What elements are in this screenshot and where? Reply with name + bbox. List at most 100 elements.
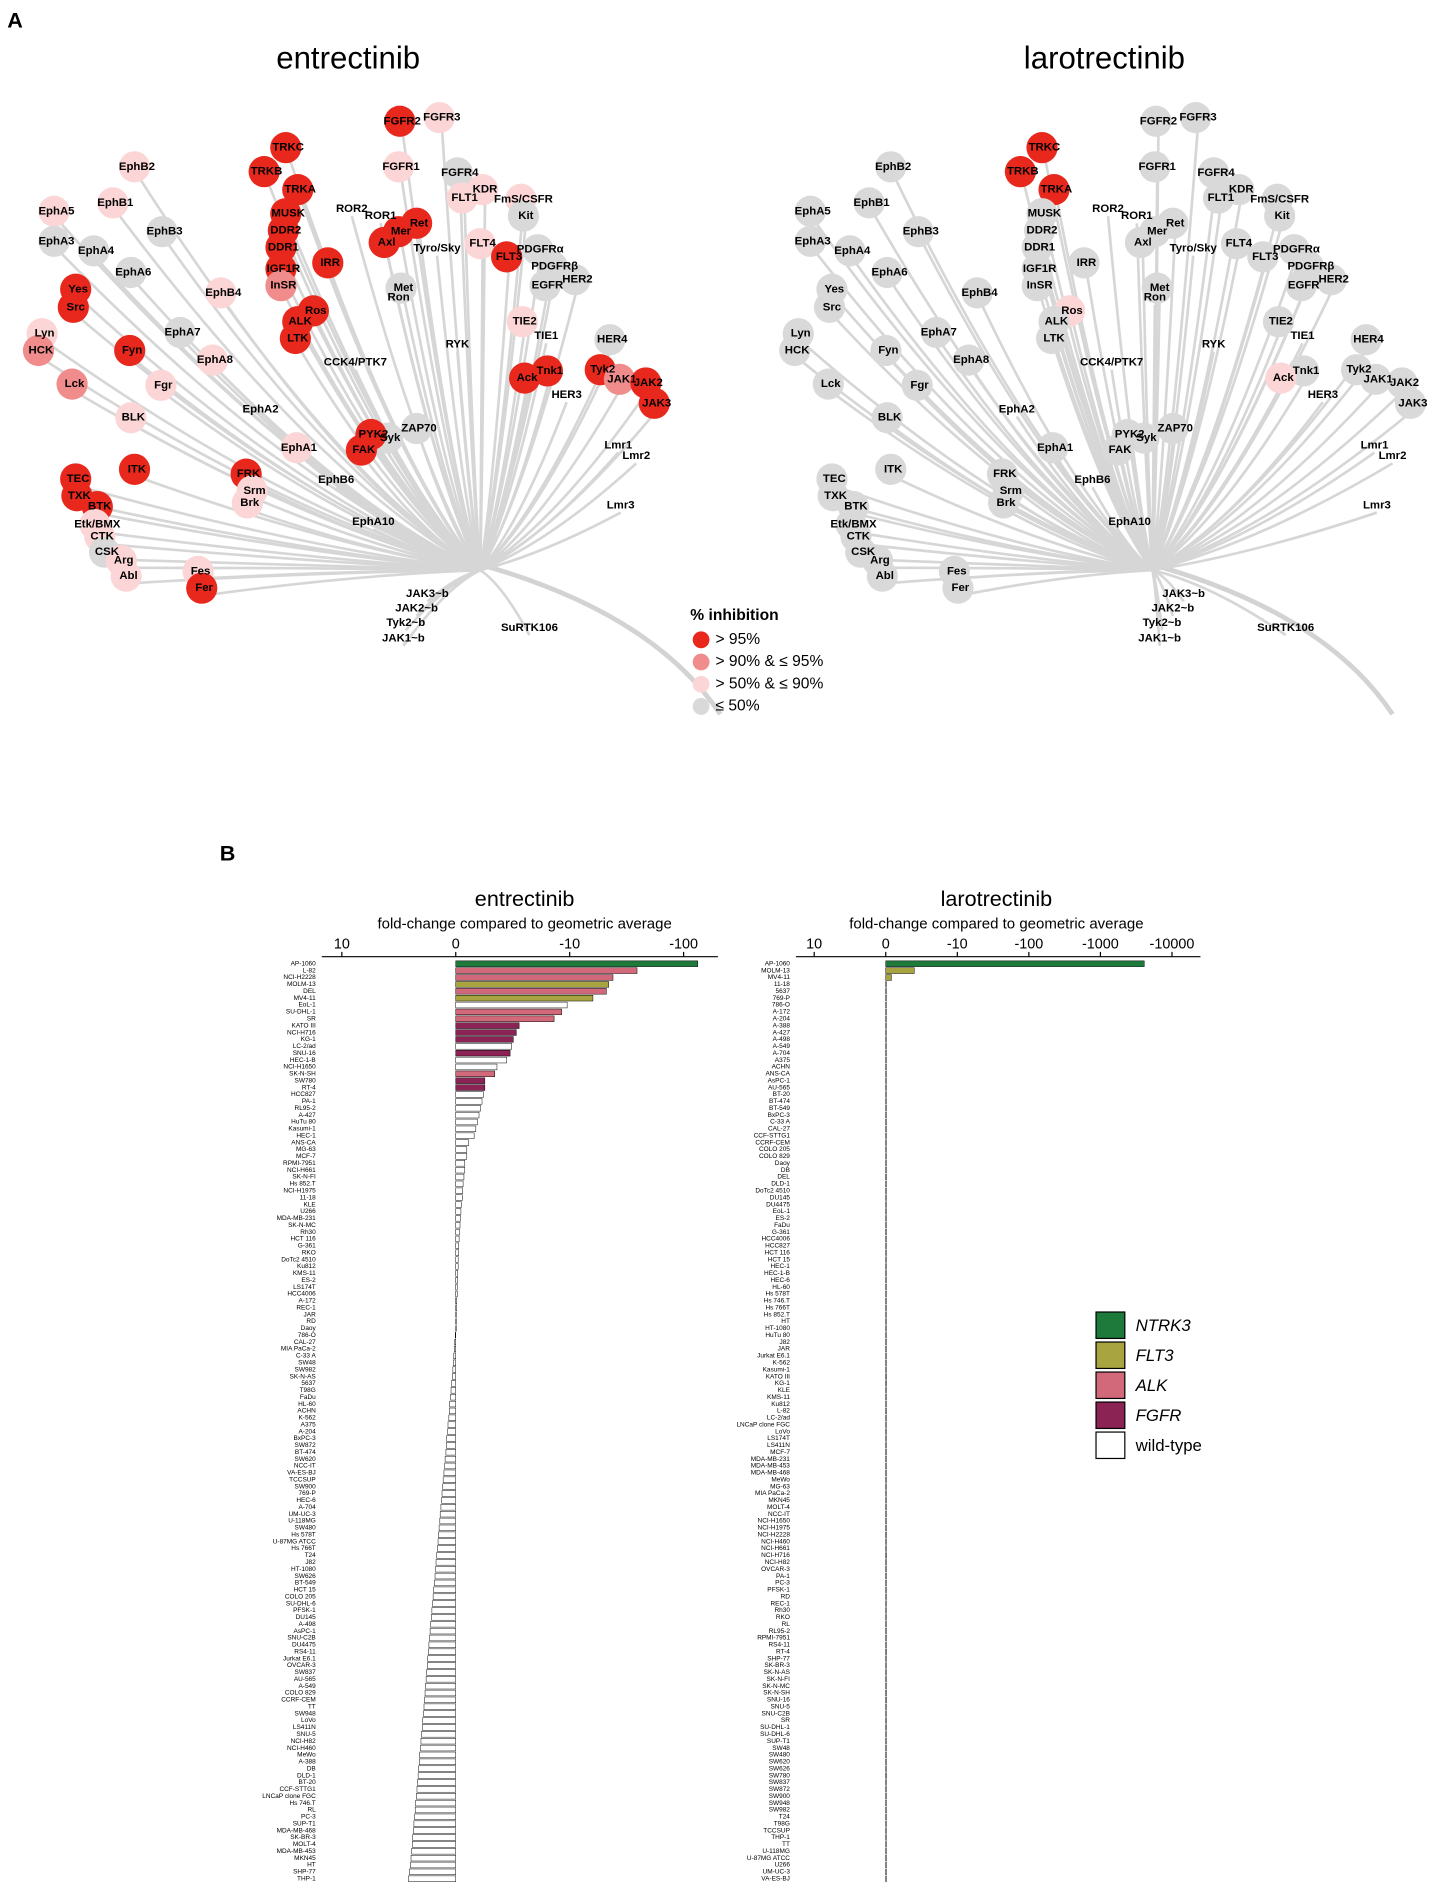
kinase-label: IRR [1077,257,1097,269]
bar [886,1601,887,1607]
kinase-label: EphB2 [119,161,155,173]
legend-label: > 95% [715,631,760,648]
kinase-label: Srm [1000,485,1022,497]
kinase-label: EphA4 [834,245,871,257]
bar [886,1449,887,1455]
kinase-label: JAK2~b [1151,603,1194,615]
bar [438,1539,456,1545]
bar [443,1477,456,1483]
bar [433,1601,456,1607]
bar [413,1835,456,1841]
bar [434,1580,455,1586]
bar [416,1800,456,1806]
kinase-label: DDR2 [270,224,301,236]
x-axis-label: fold-change compared to geometric averag… [377,915,671,932]
legend-label: ≤ 50% [715,698,759,715]
bar [886,1229,887,1235]
kinase-label: Fgr [910,379,929,391]
bar [454,1353,456,1359]
bar [886,1195,887,1201]
bar [886,1346,887,1352]
bar [886,1367,887,1373]
kinase-label: Lmr2 [622,450,650,462]
bar [886,1711,887,1717]
legend-swatch [693,698,710,715]
kinase-label: Fer [952,582,970,594]
kinase-label: BLK [878,412,902,424]
kinase-label: TRKC [272,142,304,154]
bar [886,1477,887,1483]
kinase-label: HER2 [1319,274,1349,286]
bar [886,1649,887,1655]
bar [886,1270,887,1276]
kinase-label: EphA10 [1108,516,1150,528]
x-tick-label: -10 [947,936,968,952]
tree-title: larotrectinib [1024,40,1185,75]
kinase-label: InSR [270,280,296,292]
kinase-label: TIE1 [1290,330,1315,342]
bar [886,995,887,1001]
bar [430,1628,456,1634]
kinase-label: BTK [844,501,868,513]
bar [886,1456,887,1462]
bar [408,1876,455,1882]
bar [431,1621,456,1627]
bar [886,1153,887,1159]
bar [886,1780,887,1786]
bar [434,1587,456,1593]
bar [886,1319,887,1325]
bar [448,1429,456,1435]
bar [886,1669,887,1675]
kinase-label: FGFR3 [1179,112,1216,124]
kinase-label: EphB6 [1074,474,1110,486]
bar [886,1752,887,1758]
bar [886,1442,887,1448]
bar [432,1608,456,1614]
bar [418,1773,456,1779]
bar [410,1862,455,1868]
bar [886,1009,887,1015]
bar [456,1305,457,1311]
kinase-label: FGFR4 [1197,167,1235,179]
bar [419,1759,455,1765]
x-tick-label: 10 [334,936,350,952]
bar [456,1043,512,1049]
bar [886,1140,887,1146]
kinase-label: HER3 [551,389,581,401]
bar [455,1339,456,1345]
x-tick-label: 10 [806,936,822,952]
bar [886,1408,887,1414]
bar [886,1098,887,1104]
bar [456,988,607,994]
bar [446,1442,455,1448]
bar [886,1112,887,1118]
legend-label: FGFR [1136,1406,1182,1425]
bar [430,1635,456,1641]
bar [456,1092,484,1098]
bar [886,1057,887,1063]
kinase-label: Abl [119,570,137,582]
x-axis-label: fold-change compared to geometric averag… [849,915,1143,932]
bar [412,1841,456,1847]
kinase-label: LTK [1043,333,1065,345]
bar [886,1876,887,1882]
bar [886,1766,887,1772]
bar [451,1381,455,1387]
bar [886,1284,887,1290]
kinase-tree: larotrectinibTRKCTRKBTRKAMUSKDDR2DDR1IGF… [779,40,1427,714]
bar [886,1422,887,1428]
bar [886,1092,887,1098]
x-tick-label: 0 [452,936,460,952]
bar [451,1387,456,1393]
bar [456,1050,510,1056]
kinase-label: Lck [821,378,841,390]
bar [456,961,698,967]
kinase-label: FAK [1109,444,1133,456]
bar [886,1463,887,1469]
kinase-label: JAK3 [642,397,671,409]
bar [886,1869,887,1875]
kinase-label: MUSK [1028,208,1062,220]
bar [456,1071,495,1077]
legend-swatch [1096,1402,1125,1428]
bar [886,1683,887,1689]
